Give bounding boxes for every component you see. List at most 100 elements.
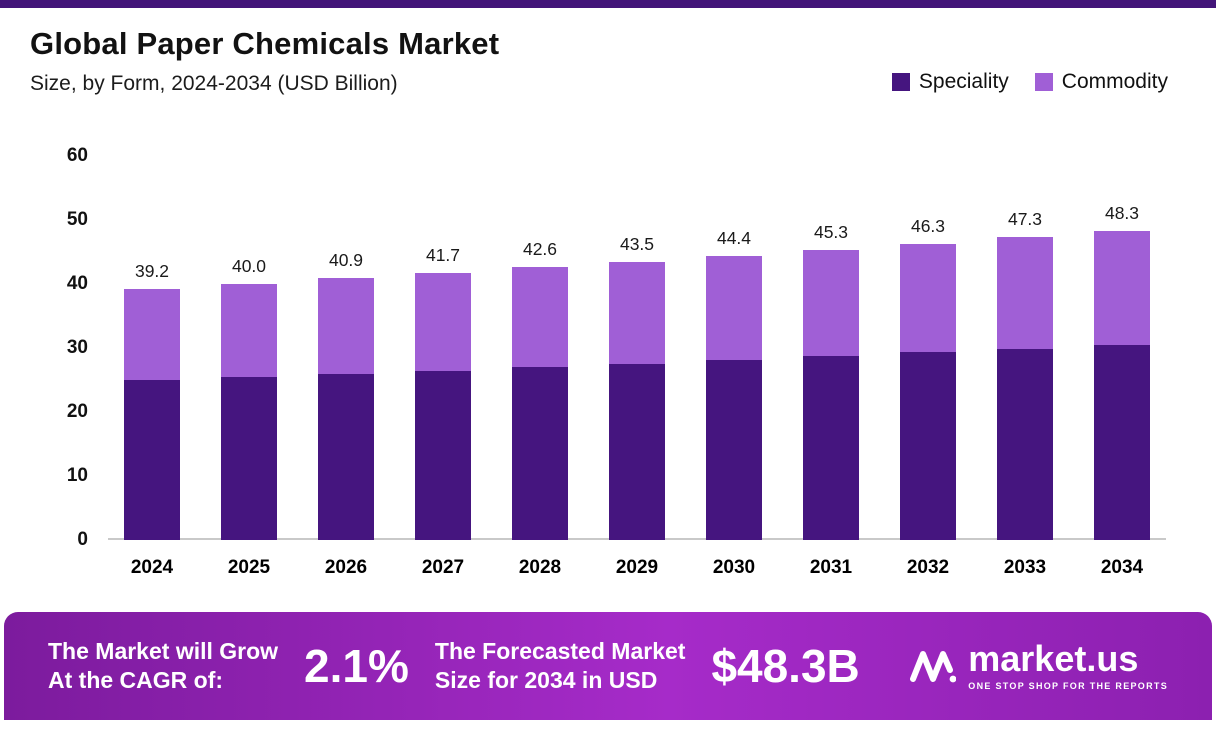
bar-segment-commodity: [221, 284, 277, 378]
bar-segment-commodity: [415, 273, 471, 372]
bar-segment-speciality: [221, 377, 277, 540]
bar-segment-commodity: [512, 267, 568, 368]
y-axis-tick-label: 30: [66, 337, 88, 358]
legend: Speciality Commodity: [891, 70, 1168, 94]
x-axis-label-box: 2029: [616, 540, 658, 596]
x-axis-label-box: 2028: [519, 540, 561, 596]
bar-segment-speciality: [415, 371, 471, 540]
bar-column-2026: 40.9 2026: [318, 156, 374, 596]
banner-cagr-label-line2: At the CAGR of:: [48, 667, 224, 693]
bar-column-2024: 39.2 2024: [124, 156, 180, 596]
bar-stack: [415, 273, 471, 540]
bar-segment-commodity: [803, 250, 859, 357]
x-axis-year-label: 2029: [615, 557, 659, 578]
bar-stack: [609, 261, 665, 540]
x-axis-label-box: 2027: [422, 540, 464, 596]
legend-item-speciality: Speciality: [891, 70, 1009, 94]
market-us-logo: market.us ONE STOP SHOP FOR THE REPORTS: [910, 641, 1168, 691]
market-us-logo-textblock: market.us ONE STOP SHOP FOR THE REPORTS: [968, 638, 1168, 692]
legend-label: Speciality: [918, 70, 1009, 93]
bar-segment-commodity: [609, 261, 665, 364]
bar-total-label: 40.9: [328, 250, 364, 271]
x-axis-year-label: 2032: [906, 557, 950, 578]
y-axis-tick-label: 20: [66, 401, 88, 422]
bar-chart: 0 10 20 30 40 50 60 39.2 2024 40.0 2025 40.9 2026 41…: [34, 145, 1176, 596]
bar-column-2028: 42.6 2028: [512, 156, 568, 596]
bar-segment-speciality: [900, 352, 956, 540]
bar-column-2033: 47.3 2033: [997, 156, 1053, 596]
banner-forecast-value: $48.3B: [711, 640, 860, 692]
y-axis-tick-label: 0: [77, 529, 88, 550]
bar-total-label: 48.3: [1104, 202, 1140, 223]
y-axis-tick-label: 60: [66, 145, 88, 166]
bar-total-label: 42.6: [522, 239, 558, 260]
bar-column-2031: 45.3 2031: [803, 156, 859, 596]
bar-stack: [318, 278, 374, 540]
footer-banner: The Market will Grow At the CAGR of: 2.1…: [4, 612, 1212, 720]
bar-column-2034: 48.3 2034: [1094, 156, 1150, 596]
x-axis-year-label: 2031: [809, 557, 853, 578]
bar-stack: [124, 289, 180, 540]
banner-forecast-label-line1: The Forecasted Market: [434, 638, 686, 665]
bar-column-2030: 44.4 2030: [706, 156, 762, 596]
bar-total-label: 39.2: [134, 261, 170, 282]
y-axis-tick-label: 10: [66, 465, 88, 486]
x-axis-year-label: 2028: [518, 557, 562, 578]
x-axis-label-box: 2034: [1101, 540, 1143, 596]
bar-segment-speciality: [609, 364, 665, 540]
bar-segment-speciality: [1094, 344, 1150, 540]
x-axis-year-label: 2034: [1100, 557, 1144, 578]
x-axis-label-box: 2031: [810, 540, 852, 596]
legend-swatch-speciality: [891, 73, 910, 91]
bar-total-label: 40.0: [231, 256, 267, 277]
bar-stack: [997, 237, 1053, 540]
chart-header: Global Paper Chemicals Market Size, by F…: [0, 8, 1216, 96]
bar-segment-speciality: [997, 348, 1053, 540]
bar-stack: [512, 267, 568, 540]
x-axis-year-label: 2025: [227, 557, 271, 578]
y-axis-tick-label: 50: [66, 209, 88, 230]
bar-segment-commodity: [997, 237, 1053, 349]
banner-cagr-value: 2.1%: [304, 640, 409, 692]
bar-segment-commodity: [900, 243, 956, 353]
bar-column-2025: 40.0 2025: [221, 156, 277, 596]
top-accent-stripe: [0, 0, 1216, 8]
x-axis-year-label: 2030: [712, 557, 756, 578]
bar-stack: [1094, 230, 1150, 540]
bar-segment-speciality: [706, 360, 762, 540]
bar-total-label: 41.7: [425, 245, 461, 266]
banner-forecast-label-line2: Size for 2034 in USD: [434, 667, 658, 693]
bar-total-label: 47.3: [1007, 209, 1043, 230]
x-axis-label-box: 2025: [228, 540, 270, 596]
x-axis-label-box: 2033: [1004, 540, 1046, 596]
bar-segment-speciality: [318, 374, 374, 540]
page-title: Global Paper Chemicals Market: [30, 26, 500, 61]
bar-segment-speciality: [512, 367, 568, 540]
bar-columns: 39.2 2024 40.0 2025 40.9 2026 41.7 2027 42.6 2028…: [108, 156, 1166, 596]
bar-segment-commodity: [706, 255, 762, 361]
bar-stack: [900, 243, 956, 540]
bar-segment-commodity: [124, 289, 180, 380]
x-axis-label-box: 2026: [325, 540, 367, 596]
x-axis-label-box: 2032: [907, 540, 949, 596]
bar-segment-commodity: [318, 278, 374, 375]
bar-stack: [706, 255, 762, 540]
bar-segment-commodity: [1094, 230, 1150, 345]
bar-total-label: 45.3: [813, 222, 849, 243]
x-axis-year-label: 2033: [1003, 557, 1047, 578]
legend-item-commodity: Commodity: [1034, 70, 1168, 94]
bar-segment-speciality: [124, 380, 180, 540]
bar-stack: [803, 250, 859, 540]
banner-cagr-label: The Market will Grow At the CAGR of:: [48, 637, 278, 695]
market-us-logo-text: market.us: [968, 638, 1139, 679]
legend-label: Commodity: [1061, 70, 1168, 93]
market-us-logo-icon: [910, 651, 957, 683]
bar-column-2032: 46.3 2032: [900, 156, 956, 596]
bar-total-label: 43.5: [619, 233, 655, 254]
bar-segment-speciality: [803, 356, 859, 540]
bar-total-label: 46.3: [910, 215, 946, 236]
x-axis-year-label: 2024: [130, 557, 174, 578]
bar-stack: [221, 284, 277, 540]
y-axis-tick-label: 40: [66, 273, 88, 294]
x-axis-label-box: 2024: [131, 540, 173, 596]
